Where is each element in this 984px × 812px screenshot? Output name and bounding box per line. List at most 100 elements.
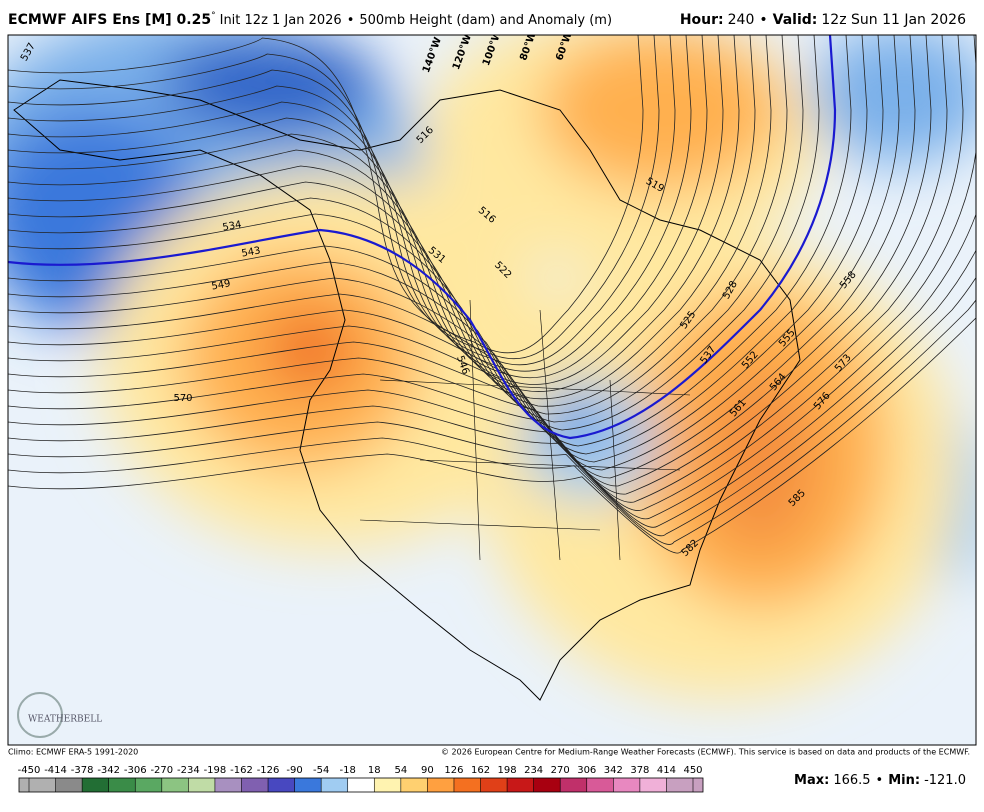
contour-label: 570 (173, 393, 192, 404)
contour (8, 35, 724, 385)
colorbar-tick-label: -18 (340, 765, 356, 776)
contour (8, 35, 756, 400)
logo-ring (17, 692, 63, 738)
hour-label: Hour: (680, 12, 724, 28)
contour (8, 35, 692, 372)
colorbar-swatch (453, 778, 482, 792)
contour-label: 534 (222, 219, 243, 233)
colorbar-swatch (321, 778, 349, 792)
colorbar-swatch (347, 778, 375, 792)
degree: ° (211, 11, 216, 21)
colorbar-swatch (108, 778, 136, 792)
colorbar-tick-label: -378 (71, 765, 94, 776)
colorbar-swatch (135, 778, 163, 792)
colorbar-tick-label: 126 (444, 765, 463, 776)
colorbar-tick-label: 342 (604, 765, 623, 776)
colorbar-tick-label: -234 (177, 765, 200, 776)
contour (8, 299, 976, 545)
colorbar-swatch (82, 778, 110, 792)
colorbar-tick-label: -270 (150, 765, 173, 776)
colorbar-tick-label: 198 (498, 765, 517, 776)
colorbar-swatch (586, 778, 614, 792)
separator: • (347, 13, 355, 28)
colon: : (824, 773, 829, 788)
colorbar-swatch (55, 778, 83, 792)
colorbar-tick-label: -414 (44, 765, 67, 776)
contour (8, 35, 772, 407)
min: -121.0 (924, 773, 966, 788)
map-frame (7, 34, 977, 746)
max-label: Max (794, 773, 825, 788)
logo: WEATHERBELL (28, 715, 102, 725)
init: Init 12z 1 Jan 2026 (220, 13, 342, 28)
colorbar-swatch (294, 778, 322, 792)
colorbar-tick-label: -54 (313, 765, 329, 776)
hour: 240 (728, 12, 755, 28)
colorbar-tick-label: 18 (368, 765, 381, 776)
colorbar-tick-label: -162 (230, 765, 253, 776)
separator: • (876, 773, 884, 788)
contour (8, 317, 976, 554)
contour (8, 213, 976, 520)
colorbar-swatch (480, 778, 508, 792)
colorbar-tick-label: -306 (124, 765, 147, 776)
colorbar-tick-label: 450 (683, 765, 702, 776)
colorbar-swatch (268, 778, 296, 792)
colorbar-edge (19, 778, 29, 792)
contour (8, 35, 804, 423)
colorbar-swatch (161, 778, 189, 792)
colorbar-frame (18, 777, 704, 793)
max: 166.5 (833, 773, 870, 788)
contour (8, 35, 852, 447)
colorbar-tick-label: 234 (524, 765, 543, 776)
anomaly-shading (8, 35, 976, 700)
colorbar: -450 -414 -378 -342 -306 -270 -234 -198 -162 -126… (18, 765, 704, 793)
contour (8, 35, 868, 455)
colorbar-tick-label: 90 (421, 765, 434, 776)
colorbar-swatch (560, 778, 588, 792)
coastline (13, 79, 801, 701)
contour (8, 35, 740, 392)
colorbar-tick-label: -342 (97, 765, 120, 776)
contour (8, 35, 788, 415)
colon: : (915, 773, 920, 788)
contour-label: 549 (211, 278, 232, 292)
header-right: Hour: 240 • Valid: 12z Sun 11 Jan 2026 (680, 12, 966, 28)
colorbar-swatch (214, 778, 242, 792)
model: ECMWF AIFS Ens [M] 0.25 (8, 12, 211, 28)
contour (8, 249, 976, 528)
colorbar-tick-label: -90 (286, 765, 302, 776)
colorbar-tick-label: 306 (577, 765, 596, 776)
colorbar-swatch (29, 778, 57, 792)
contour (8, 35, 900, 471)
colorbar-tick-label: -126 (257, 765, 280, 776)
climo: Climo: ECMWF ERA-5 1991-2020 (8, 748, 138, 757)
colorbar-swatch (427, 778, 455, 792)
contour (8, 276, 976, 537)
colorbar-swatch (666, 778, 694, 792)
colorbar-swatch (374, 778, 402, 792)
colorbar-tick-label: 378 (630, 765, 649, 776)
contour (8, 35, 660, 360)
colorbar-tick-label: 54 (394, 765, 407, 776)
separator: • (759, 12, 767, 28)
colorbar-tick-label: 162 (471, 765, 490, 776)
copyright: © 2026 European Centre for Medium-Range … (441, 748, 970, 757)
colorbar-swatch (241, 778, 269, 792)
max-min: Max: 166.5 • Min: -121.0 (794, 773, 966, 788)
colorbar-swatch (533, 778, 561, 792)
colorbar-swatch (400, 778, 428, 792)
contour (8, 35, 820, 431)
colorbar-swatch (639, 778, 667, 792)
contour-label: 543 (241, 245, 262, 259)
colorbar-swatch (613, 778, 641, 792)
colorbar-edge (693, 778, 703, 792)
colorbar-swatch (188, 778, 216, 792)
colorbar-tick-label: -198 (204, 765, 227, 776)
contour (8, 35, 676, 366)
contour (8, 35, 932, 487)
height-contours (8, 35, 976, 554)
